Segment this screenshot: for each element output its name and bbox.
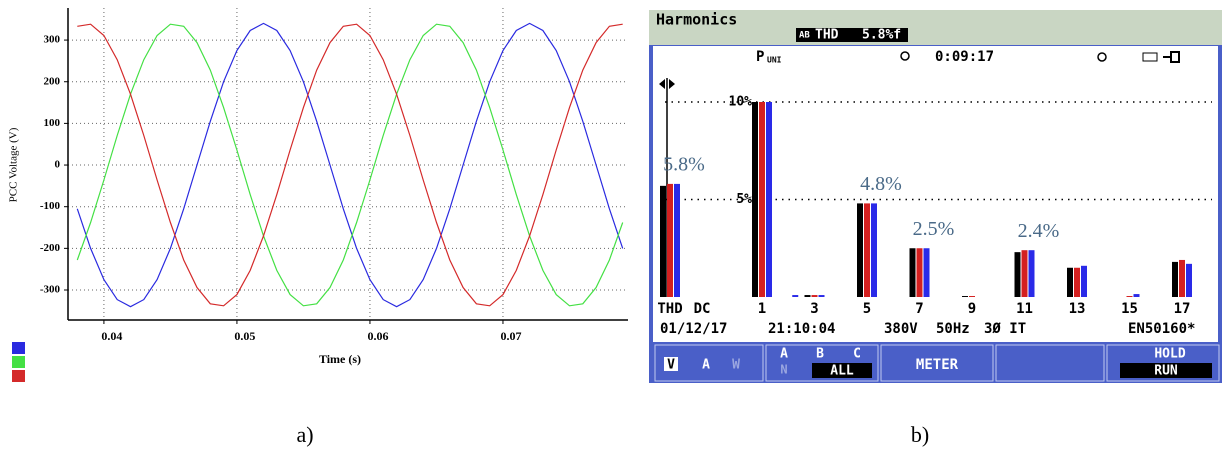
bar xyxy=(1081,266,1087,297)
value-label: 2.4% xyxy=(1018,220,1060,242)
x-tick-label: 3 xyxy=(810,301,818,317)
screen-title: Harmonics xyxy=(656,11,737,29)
softkey-w: W xyxy=(732,358,740,373)
bar xyxy=(812,295,818,297)
softkey-meter: METER xyxy=(916,357,959,373)
bar xyxy=(1172,262,1178,297)
bar xyxy=(1074,268,1080,297)
thd-value: 5.8%f xyxy=(862,28,901,43)
bar xyxy=(819,295,825,297)
y-tick-label: 300 xyxy=(44,34,61,46)
softkey-v: V xyxy=(667,358,675,373)
softkey-a: A xyxy=(702,358,710,373)
x-tick-label: DC xyxy=(694,301,711,317)
bar xyxy=(857,203,863,297)
bar xyxy=(1134,294,1140,297)
y-tick-label: 100 xyxy=(44,117,61,129)
legend-swatch xyxy=(12,356,25,368)
bar xyxy=(752,102,758,297)
x-tick-label: 0.05 xyxy=(234,329,255,343)
x-tick-label: 9 xyxy=(968,301,976,317)
legend-swatch xyxy=(12,342,25,354)
thd-label: THD xyxy=(815,28,839,43)
bar xyxy=(1067,268,1073,297)
bar xyxy=(962,296,968,297)
legend-swatch xyxy=(12,370,25,382)
bar xyxy=(871,203,877,297)
bar xyxy=(674,184,680,297)
x-tick-label: 7 xyxy=(915,301,923,317)
bar xyxy=(805,295,811,297)
x-tick-label: THD xyxy=(657,301,682,317)
y-tick-label: -300 xyxy=(40,284,61,296)
date: 01/12/17 xyxy=(660,321,727,337)
softkey-phase-b: B xyxy=(816,347,824,362)
x-tick-label: 5 xyxy=(863,301,871,317)
softkey-phase-a: A xyxy=(780,347,788,362)
system: 3Ø IT xyxy=(984,321,1026,337)
bar xyxy=(1015,252,1021,297)
mode-sub: UNI xyxy=(767,56,782,65)
bar xyxy=(667,184,673,297)
softkey-all: ALL xyxy=(830,364,854,379)
figure: Harmonics AB THD 5.8%f P UNI 0:09:17 V A… xyxy=(0,0,1227,462)
bar xyxy=(759,102,765,297)
bar xyxy=(924,248,930,297)
bar xyxy=(792,295,798,297)
x-tick-label: 15 xyxy=(1121,301,1138,317)
mode: P xyxy=(756,49,764,65)
bar xyxy=(969,296,975,297)
y-tick-label: -100 xyxy=(40,200,61,212)
y-tick-label: 10% xyxy=(729,95,753,110)
voltage: 380V xyxy=(884,321,918,337)
bar xyxy=(660,186,666,297)
softkey-phase-c: C xyxy=(853,347,861,362)
caption-a: a) xyxy=(296,422,313,447)
caption-b: b) xyxy=(911,422,929,447)
y-axis-label: PCC Voltage (V) xyxy=(8,127,20,202)
bar xyxy=(1127,296,1133,297)
x-axis-label: Time (s) xyxy=(319,352,361,366)
bar xyxy=(766,102,772,297)
value-label: 5.8% xyxy=(663,153,705,175)
bar xyxy=(1186,264,1192,297)
thd-phase: AB xyxy=(799,31,810,41)
y-tick-label: 5% xyxy=(736,192,752,207)
bar xyxy=(1029,250,1035,297)
x-tick-label: 11 xyxy=(1016,301,1033,317)
frequency: 50Hz xyxy=(936,321,970,337)
x-tick-label: 0.06 xyxy=(367,329,388,343)
x-tick-label: 1 xyxy=(758,301,766,317)
bar xyxy=(917,248,923,297)
y-tick-label: -200 xyxy=(40,242,61,254)
charts: Harmonics AB THD 5.8%f P UNI 0:09:17 V A… xyxy=(0,0,1227,462)
y-tick-label: 200 xyxy=(44,75,61,87)
x-tick-label: 0.04 xyxy=(101,329,122,343)
x-tick-label: 0.07 xyxy=(500,329,521,343)
value-label: 4.8% xyxy=(860,173,902,195)
bar xyxy=(1022,250,1028,297)
bar xyxy=(1179,260,1185,297)
standard: EN50160* xyxy=(1128,321,1195,337)
y-tick-label: 0 xyxy=(55,159,61,171)
x-tick-label: 17 xyxy=(1174,301,1191,317)
softkey-hold: HOLD xyxy=(1154,347,1185,362)
elapsed: 0:09:17 xyxy=(935,49,994,65)
value-label: 2.5% xyxy=(913,218,955,240)
softkey-phase-n: N xyxy=(780,363,787,377)
bar xyxy=(910,248,916,297)
softkey-run: RUN xyxy=(1154,364,1178,379)
bar xyxy=(864,203,870,297)
x-tick-label: 13 xyxy=(1069,301,1086,317)
time: 21:10:04 xyxy=(768,321,835,337)
